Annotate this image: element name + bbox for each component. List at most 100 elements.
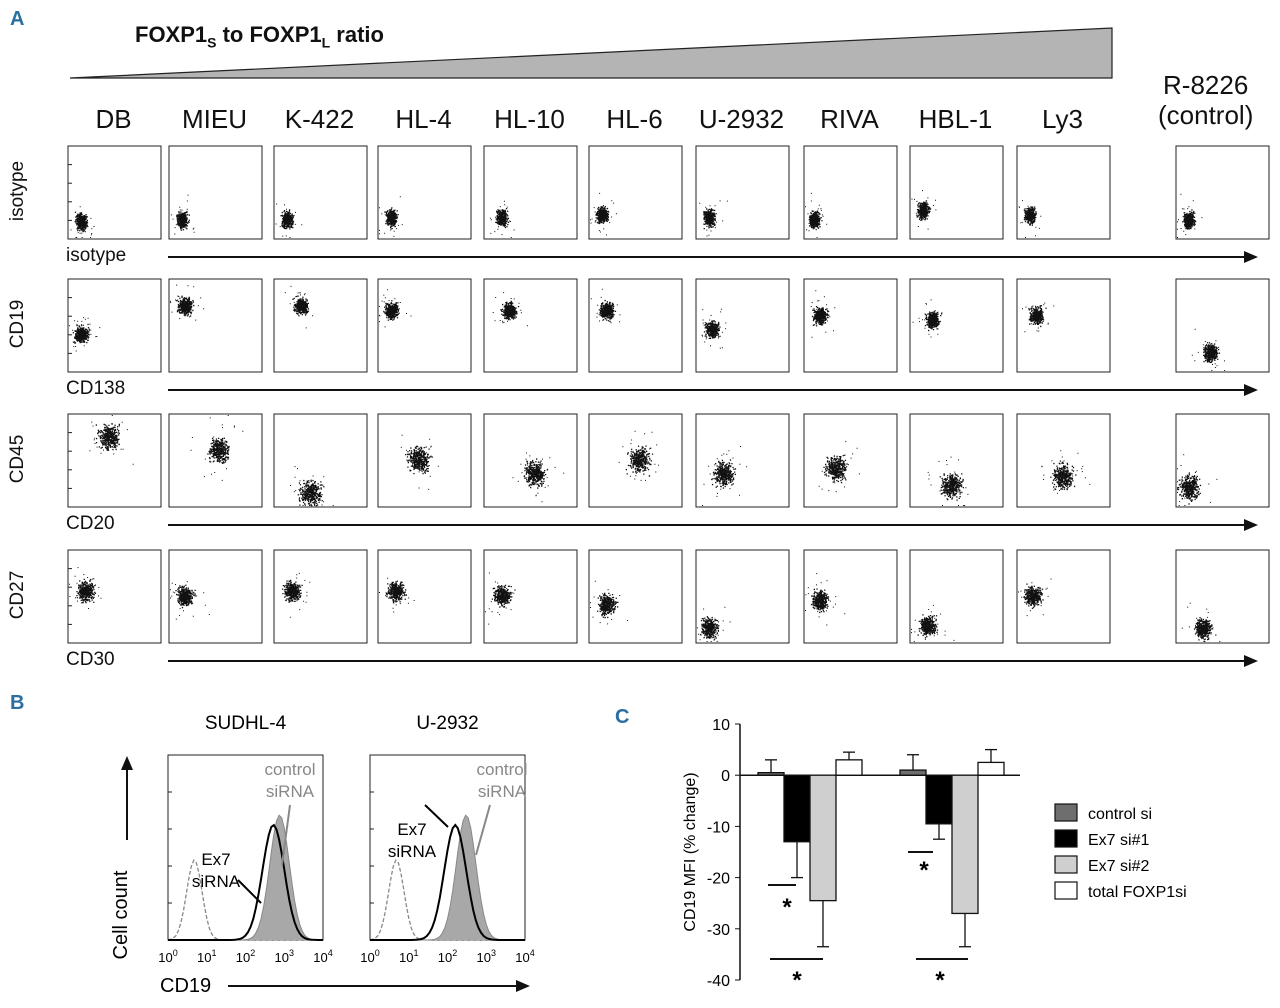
scatter-plot — [1016, 549, 1111, 644]
control-label: R-8226 (control) — [1158, 70, 1254, 130]
row-y-axis-label: CD27 — [7, 570, 28, 619]
x-tick-label: 103 — [477, 948, 496, 965]
bar — [783, 774, 811, 843]
scatter-plot — [67, 549, 162, 644]
cell-line-label: Ly3 — [1042, 104, 1083, 134]
scatter-plot — [803, 145, 898, 240]
control-arrow — [281, 804, 291, 866]
scatter-plot — [67, 278, 162, 373]
control-label-line2: siRNA — [478, 782, 527, 801]
bar — [925, 774, 953, 825]
scatter-plot — [909, 278, 1004, 373]
control-arrow — [475, 804, 491, 856]
histogram-x-label: CD19 — [160, 975, 211, 997]
x-tick-label: 104 — [313, 948, 332, 965]
bar — [757, 771, 785, 776]
cell-line-label: U-2932 — [698, 104, 785, 134]
ex7-arrow — [424, 804, 449, 828]
scatter-plot — [803, 278, 898, 373]
x-axis-arrowhead — [516, 980, 530, 992]
x-tick-label: 101 — [399, 948, 418, 965]
panel-c-letter: C — [615, 706, 630, 728]
tick-exponent: 3 — [289, 948, 294, 958]
histogram-title: U-2932 — [416, 713, 478, 734]
control-scatter-plot — [1175, 145, 1270, 240]
x-tick-label: 104 — [515, 948, 534, 965]
x-tick-label: 101 — [197, 948, 216, 965]
cell-line-label: HL-10 — [494, 104, 565, 134]
control-label-line2: siRNA — [266, 782, 315, 801]
scatter-plot — [377, 549, 472, 644]
scatter-plot — [273, 145, 368, 240]
y-tick-label: 10 — [712, 717, 730, 734]
scatter-plot — [695, 278, 790, 373]
tick-exponent: 3 — [491, 948, 496, 958]
legend-label: total FOXP1si — [1088, 884, 1187, 901]
scatter-plot — [377, 413, 472, 508]
tick-base: 10 — [360, 950, 374, 965]
legend-label: Ex7 si#1 — [1088, 832, 1149, 849]
significance-star: * — [792, 967, 802, 994]
cell-line-label: HL-6 — [606, 104, 663, 134]
scatter-plot — [588, 145, 683, 240]
cell-line-label: K-422 — [284, 104, 355, 134]
bar — [951, 774, 979, 915]
scatter-plot — [909, 549, 1004, 644]
row-y-axis-label: CD45 — [7, 434, 28, 483]
scatter-plot — [273, 278, 368, 373]
legend-swatch — [1054, 829, 1078, 848]
scatter-plot — [168, 145, 263, 240]
significance-star: * — [919, 857, 929, 884]
x-axis-arrow — [168, 655, 1258, 667]
scatter-plot — [909, 413, 1004, 508]
tick-exponent: 1 — [413, 948, 418, 958]
tick-base: 10 — [515, 950, 529, 965]
control-scatter-plot — [1175, 278, 1270, 373]
scatter-plot — [377, 278, 472, 373]
scatter-plot — [483, 549, 578, 644]
y-tick-label: 0 — [721, 768, 730, 785]
scatter-plot — [588, 278, 683, 373]
ex7-sirna-label: Ex7 siRNA — [192, 850, 241, 891]
tick-base: 10 — [197, 950, 211, 965]
y-tick-label: -40 — [707, 973, 730, 990]
control-sirna-label: control siRNA — [476, 760, 527, 801]
tick-base: 10 — [399, 950, 413, 965]
scatter-plot — [483, 278, 578, 373]
tick-base: 10 — [158, 950, 172, 965]
tick-exponent: 0 — [173, 948, 178, 958]
cell-line-label: RIVA — [820, 104, 879, 134]
tick-exponent: 4 — [530, 948, 535, 958]
x-tick-label: 100 — [360, 948, 379, 965]
significance-star: * — [782, 894, 792, 921]
y-axis-arrowhead — [121, 756, 133, 770]
x-tick-label: 100 — [158, 948, 177, 965]
bar — [977, 761, 1005, 776]
x-tick-label: 102 — [438, 948, 457, 965]
y-tick-label: -10 — [707, 819, 730, 836]
tick-base: 10 — [275, 950, 289, 965]
x-tick-label: 103 — [275, 948, 294, 965]
tick-exponent: 0 — [375, 948, 380, 958]
control-scatter-plot — [1175, 549, 1270, 644]
ex7-label-line1: Ex7 — [397, 820, 426, 839]
ex7-label-line2: siRNA — [192, 872, 241, 891]
scatter-plot — [1016, 278, 1111, 373]
control-scatter-plot — [1175, 413, 1270, 508]
ratio-label: FOXP1S to FOXP1L ratio — [135, 22, 384, 51]
histogram-frame — [167, 754, 324, 941]
scatter-plot — [588, 413, 683, 508]
bar — [809, 774, 837, 902]
histogram-y-label: Cell count — [110, 870, 132, 959]
control-label-line1: control — [476, 760, 527, 779]
row-y-axis-label: CD19 — [7, 299, 28, 348]
legend-label: Ex7 si#2 — [1088, 858, 1149, 875]
tick-base: 10 — [438, 950, 452, 965]
bar-chart: 10 0 -10 -20 -30 -40 CD19 MFI (% change) * * * * co… — [682, 717, 1187, 994]
scatter-plot — [803, 413, 898, 508]
tick-exponent: 2 — [250, 948, 255, 958]
control-sirna-label: control siRNA — [264, 760, 315, 801]
scatter-plot — [273, 413, 368, 508]
